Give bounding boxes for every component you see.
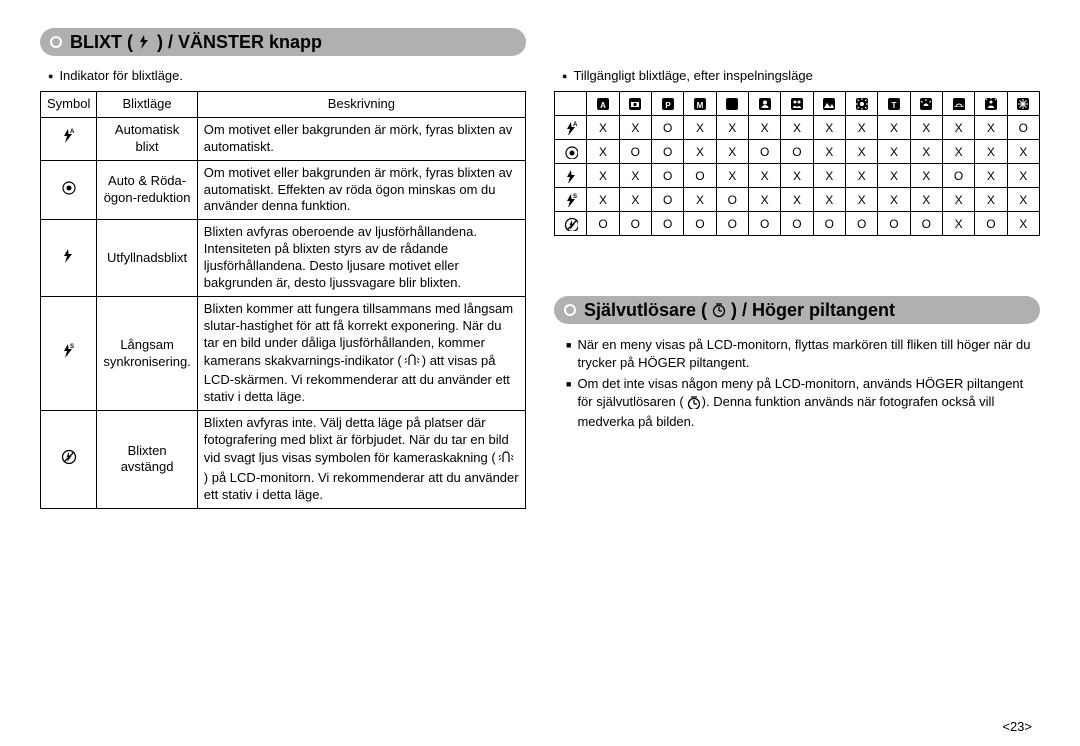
shake-icon — [404, 352, 420, 373]
left-column: BLIXT ( ) / VÄNSTER knapp Indikator för … — [40, 28, 526, 509]
right-para2: Om det inte visas någon meny på LCD-moni… — [566, 375, 1040, 431]
th-mode: Blixtläge — [97, 92, 197, 118]
flash-slow-icon — [61, 347, 77, 362]
shake-icon — [498, 449, 514, 470]
flash-matrix: XXOXXXXXXXXXXO XOOXXOOXXXXXXX XXOOXXXXXX… — [554, 91, 1040, 236]
left-bullet: Indikator för blixtläge. — [48, 68, 526, 83]
matrix-row: XOOXXOOXXXXXXX — [555, 140, 1040, 164]
col-text-icon — [878, 92, 910, 116]
table-row: Auto & Röda-ögon-reduktion Om motivet el… — [41, 160, 526, 220]
col-dawn-icon — [942, 92, 974, 116]
col-close-icon — [845, 92, 877, 116]
col-portrait-icon — [748, 92, 780, 116]
matrix-row: XXOOXXXXXXXOXX — [555, 164, 1040, 188]
col-m-icon — [684, 92, 716, 116]
right-heading-suffix: ) / Höger piltangent — [731, 300, 895, 321]
timer-icon — [711, 302, 727, 318]
matrix-row: XXOXXXXXXXXXXO — [555, 116, 1040, 140]
matrix-row: OOOOOOOOOOOXOX — [555, 212, 1040, 236]
col-night-icon — [716, 92, 748, 116]
col-firework-icon — [1007, 92, 1039, 116]
col-backlight-icon — [975, 92, 1007, 116]
table-row: Blixten avstängd Blixten avfyras inte. V… — [41, 411, 526, 508]
redeye-icon — [61, 184, 77, 199]
right-heading: Självutlösare ( ) / Höger piltangent — [554, 296, 1040, 324]
right-para1: När en meny visas på LCD-monitorn, flytt… — [566, 336, 1040, 371]
left-heading: BLIXT ( ) / VÄNSTER knapp — [40, 28, 526, 56]
table-row: Automatisk blixt Om motivet eller bakgru… — [41, 117, 526, 160]
left-heading-prefix: BLIXT ( — [70, 32, 133, 53]
table-row: Långsam synkronisering. Blixten kommer a… — [41, 296, 526, 410]
col-auto-icon — [587, 92, 619, 116]
col-sunset-icon — [910, 92, 942, 116]
right-bullet: Tillgängligt blixtläge, efter inspelning… — [562, 68, 1040, 83]
flash-table: Symbol Blixtläge Beskrivning Automatisk … — [40, 91, 526, 509]
right-column: Tillgängligt blixtläge, efter inspelning… — [554, 28, 1040, 509]
th-desc: Beskrivning — [197, 92, 525, 118]
timer-icon — [686, 395, 700, 414]
flash-icon — [137, 34, 153, 50]
right-heading-prefix: Självutlösare ( — [584, 300, 707, 321]
th-symbol: Symbol — [41, 92, 97, 118]
col-p-icon — [651, 92, 683, 116]
table-row: Utfyllnadsblixt Blixten avfyras oberoend… — [41, 220, 526, 297]
col-cam-icon — [619, 92, 651, 116]
flash-off-icon — [61, 453, 77, 468]
flash-auto-icon — [61, 132, 77, 147]
left-heading-suffix: ) / VÄNSTER knapp — [157, 32, 322, 53]
col-land-icon — [813, 92, 845, 116]
matrix-row: XXOXOXXXXXXXXX — [555, 188, 1040, 212]
page-number: <23> — [1002, 719, 1032, 734]
flash-fill-icon — [61, 252, 77, 267]
col-kids-icon — [781, 92, 813, 116]
